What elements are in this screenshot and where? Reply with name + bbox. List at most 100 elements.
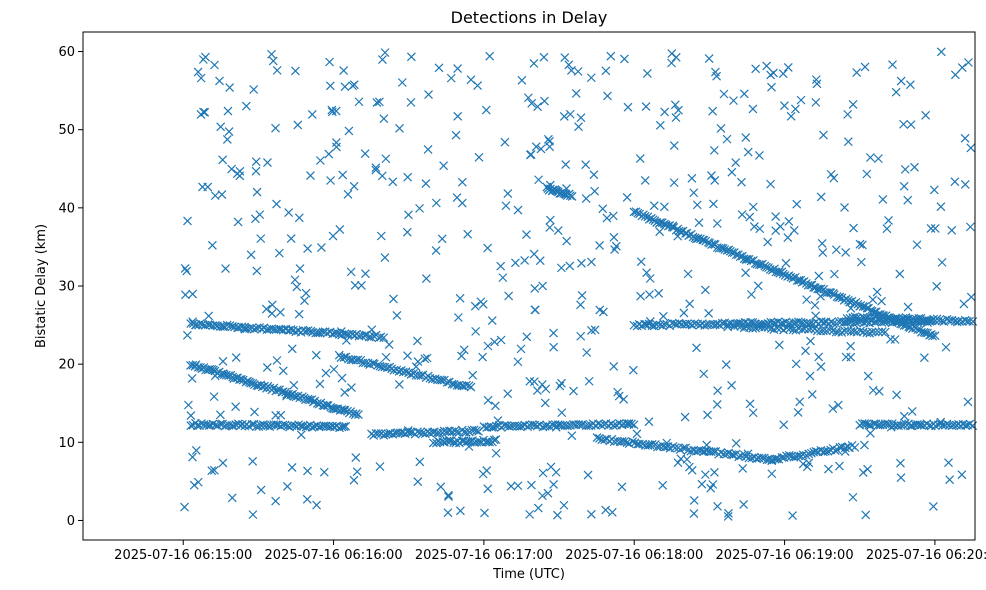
data-point <box>538 491 547 501</box>
data-point <box>870 327 880 337</box>
data-point <box>963 397 973 407</box>
data-point <box>609 232 619 242</box>
data-point <box>843 109 853 119</box>
data-point <box>743 449 753 459</box>
x-tick-label: 2025-07-16 06:20:00 <box>866 548 986 563</box>
data-point <box>748 202 758 212</box>
data-point <box>431 246 441 256</box>
data-point <box>633 208 643 218</box>
data-point <box>713 386 723 396</box>
data-point <box>716 123 726 133</box>
data-point <box>315 328 325 338</box>
data-point <box>830 446 840 456</box>
data-point <box>360 330 369 340</box>
data-point <box>215 76 224 86</box>
data-point <box>707 240 717 250</box>
data-point <box>669 178 679 188</box>
data-point <box>489 422 499 432</box>
data-point <box>344 126 354 136</box>
data-point <box>746 256 756 266</box>
data-point <box>829 173 839 183</box>
data-point <box>303 244 313 253</box>
data-point <box>218 458 228 468</box>
data-point <box>529 59 539 68</box>
data-point <box>466 382 476 392</box>
data-point <box>271 411 281 420</box>
data-point <box>487 316 497 325</box>
data-point <box>437 234 447 244</box>
data-point <box>689 188 699 198</box>
data-point <box>907 407 917 416</box>
data-point <box>810 300 820 310</box>
data-point <box>559 112 569 121</box>
data-point <box>683 269 693 279</box>
data-point <box>188 289 198 299</box>
data-point <box>900 164 910 174</box>
data-point <box>917 420 926 430</box>
data-point <box>609 362 619 371</box>
data-point <box>748 408 758 418</box>
data-point <box>870 317 880 327</box>
x-axis-label: Time (UTC) <box>492 567 565 582</box>
data-point <box>341 421 351 431</box>
data-point <box>959 299 969 309</box>
data-point <box>540 96 549 106</box>
data-point <box>567 431 577 441</box>
data-point <box>186 411 196 420</box>
data-point <box>703 410 712 420</box>
data-point <box>852 318 861 328</box>
data-point <box>729 450 738 460</box>
data-point <box>413 357 423 366</box>
data-point <box>315 156 325 165</box>
data-point <box>227 493 237 503</box>
data-point <box>207 240 217 250</box>
data-point <box>644 417 654 427</box>
data-point <box>402 227 412 237</box>
data-point <box>180 502 189 512</box>
data-point <box>945 475 955 485</box>
data-point <box>222 320 232 330</box>
data-point <box>442 436 452 446</box>
data-point <box>928 502 938 511</box>
data-point <box>311 350 321 360</box>
data-point <box>489 435 499 445</box>
data-point <box>673 231 683 241</box>
data-point <box>771 226 781 236</box>
data-point <box>746 290 756 299</box>
data-point <box>267 309 277 318</box>
data-point <box>662 438 672 448</box>
data-point <box>278 366 288 376</box>
data-point <box>470 301 480 311</box>
data-point <box>684 462 694 472</box>
data-point <box>290 275 300 285</box>
data-point <box>261 304 271 314</box>
data-point <box>461 427 471 437</box>
data-point <box>372 98 382 108</box>
data-point <box>776 319 786 328</box>
data-point <box>384 340 394 349</box>
data-point <box>582 348 592 357</box>
data-point <box>706 171 716 181</box>
data-point <box>878 195 888 204</box>
data-point <box>287 344 297 354</box>
data-point <box>692 343 701 353</box>
data-point <box>274 248 284 258</box>
data-point <box>301 288 311 298</box>
data-point <box>796 95 806 105</box>
data-point <box>401 367 411 377</box>
data-point <box>380 48 390 58</box>
data-point <box>699 446 709 456</box>
data-point <box>446 73 456 83</box>
data-point <box>812 79 822 89</box>
data-point <box>862 169 872 179</box>
data-point <box>679 308 689 318</box>
data-point <box>564 60 574 70</box>
data-point <box>780 101 789 111</box>
data-point <box>848 492 858 502</box>
data-point <box>751 64 761 74</box>
data-point <box>645 317 655 326</box>
data-point <box>562 236 572 246</box>
data-point <box>350 280 360 290</box>
data-point <box>617 482 627 492</box>
data-point <box>584 421 594 431</box>
